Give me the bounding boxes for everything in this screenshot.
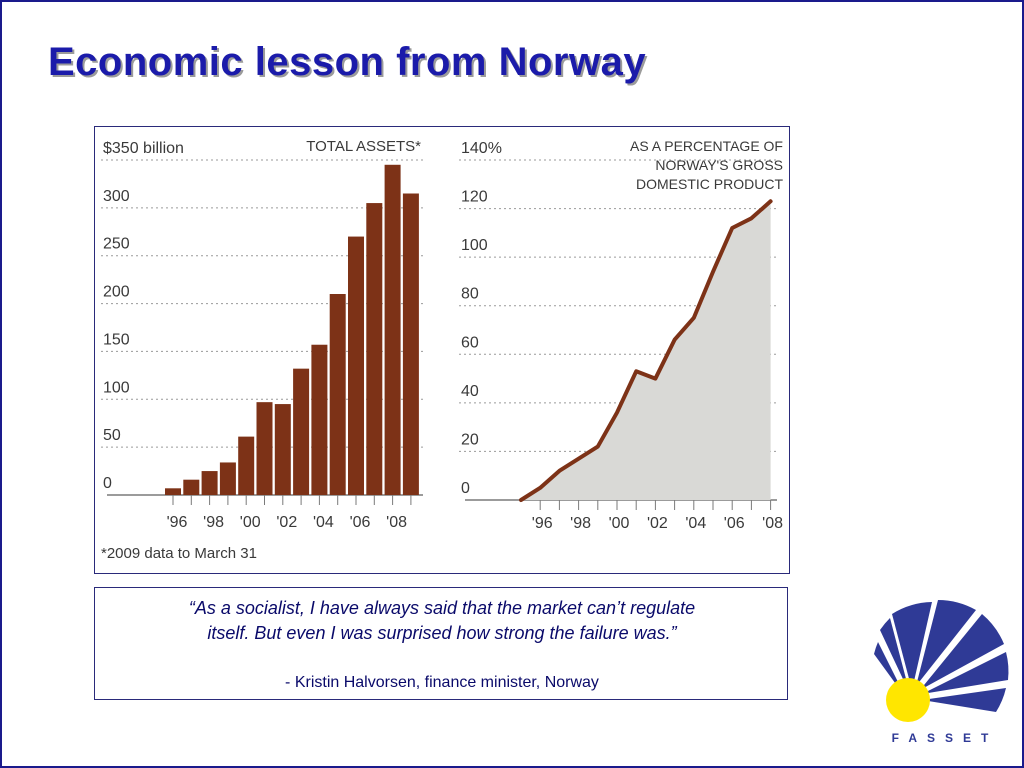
quote-box: “As a socialist, I have always said that…	[94, 587, 788, 700]
gdp-point-1998	[577, 457, 581, 461]
asset-bar-2002	[274, 404, 291, 495]
assets-chart-title: TOTAL ASSETS*	[306, 138, 421, 155]
logo-sun-icon	[886, 678, 930, 722]
gdp-point-1996	[538, 486, 542, 490]
gdp-point-2006	[730, 226, 734, 230]
assets-x-tick-label: '98	[203, 514, 224, 531]
gdp-point-2001	[634, 369, 638, 373]
asset-bar-2008	[384, 164, 401, 495]
gdp-x-tick-label: '06	[724, 515, 745, 532]
assets-x-tick-label: '06	[350, 514, 371, 531]
gdp-x-tick-label: '08	[762, 515, 783, 532]
gdp-point-2005	[711, 270, 715, 274]
gdp-y-tick-label: 60	[461, 334, 479, 351]
gdp-chart-title-line1: AS A PERCENTAGE OF	[630, 138, 783, 154]
gdp-chart-title-line3: DOMESTIC PRODUCT	[636, 176, 783, 192]
asset-bar-2006	[348, 236, 364, 496]
gdp-x-tick-label: '96	[532, 515, 553, 532]
assets-x-tick-label: '00	[240, 514, 261, 531]
gdp-y-tick-label: 80	[461, 286, 479, 303]
assets-x-ticks: '96 '98 '00 '02 '04 '06 '08	[167, 495, 412, 531]
gdp-point-1995	[519, 498, 523, 502]
gdp-series-line	[519, 199, 773, 502]
gdp-points	[519, 199, 773, 502]
gdp-point-2003	[673, 338, 677, 342]
gdp-point-2004	[692, 316, 696, 320]
logo-text: FASSET	[892, 731, 999, 745]
assets-y-tick-label: $350 billion	[103, 140, 184, 157]
asset-bar-2003	[293, 368, 310, 495]
asset-bar-2007	[366, 203, 383, 496]
assets-x-tick-label: '02	[276, 514, 297, 531]
asset-bar-2004	[311, 344, 328, 495]
assets-y-tick-label: 150	[103, 331, 130, 348]
assets-y-tick-label: 50	[103, 427, 121, 444]
asset-bar-2009	[402, 193, 419, 495]
quote-text: “As a socialist, I have always said that…	[95, 596, 789, 646]
gdp-y-ticks: 140% 120 100 80 60 40 20 0	[461, 140, 502, 497]
assets-bar-chart: $350 billion 300 250 200 150 100 50 0 '96 '98 '00…	[101, 138, 423, 562]
assets-y-tick-label: 200	[103, 284, 130, 301]
asset-bar-2000	[238, 436, 255, 495]
assets-y-ticks: $350 billion 300 250 200 150 100 50 0	[103, 140, 184, 492]
gdp-y-tick-label: 20	[461, 431, 479, 448]
asset-bar-1999	[219, 462, 236, 495]
asset-bar-1996	[165, 488, 181, 495]
gdp-x-tick-label: '02	[647, 515, 668, 532]
gdp-y-tick-label: 100	[461, 237, 488, 254]
assets-y-tick-label: 300	[103, 188, 130, 205]
gdp-point-2002	[653, 377, 657, 381]
assets-x-tick-label: '96	[167, 514, 188, 531]
gdp-chart-title-line2: NORWAY'S GROSS	[655, 157, 783, 173]
gdp-x-tick-label: '04	[685, 515, 706, 532]
assets-x-tick-label: '08	[386, 514, 407, 531]
gdp-point-2007	[749, 216, 753, 220]
chart-frame: $350 billion 300 250 200 150 100 50 0 '96'98'00…	[94, 126, 790, 574]
asset-bar-2005	[329, 294, 346, 495]
gdp-point-2000	[615, 411, 619, 415]
assets-bars	[165, 164, 419, 496]
gdp-point-2008	[769, 199, 773, 203]
assets-footnote: *2009 data to March 31	[101, 545, 257, 562]
gdp-x-ticks: '96 '98 '00 '02 '04 '06 '08	[532, 500, 783, 532]
gdp-y-tick-label: 40	[461, 383, 479, 400]
assets-x-tick-label: '04	[313, 514, 334, 531]
gdp-point-1997	[557, 469, 561, 473]
gdp-percent-chart: 140% 120 100 80 60 40 20 0 '96 '98 '00 '02 '04 '06 '0…	[459, 138, 783, 532]
asset-bar-1998	[201, 471, 218, 495]
assets-y-tick-label: 0	[103, 475, 112, 492]
quote-author: - Kristin Halvorsen, finance minister, N…	[285, 674, 599, 691]
gdp-y-tick-label: 0	[461, 480, 470, 497]
quote-line-2: itself. But even I was surprised how str…	[207, 623, 677, 643]
fasset-logo: FASSET	[874, 600, 1009, 745]
assets-y-tick-label: 100	[103, 379, 130, 396]
gdp-x-tick-label: '98	[570, 515, 591, 532]
gdp-y-tick-label: 140%	[461, 140, 502, 157]
assets-y-tick-label: 250	[103, 236, 130, 253]
gdp-area	[521, 201, 771, 500]
asset-bar-1997	[183, 479, 200, 495]
quote-line-1: “As a socialist, I have always said that…	[188, 598, 696, 618]
slide-title: Economic lesson from Norway	[48, 40, 647, 84]
gdp-x-tick-label: '00	[609, 515, 630, 532]
asset-bar-2001	[256, 402, 273, 495]
gdp-point-1999	[596, 445, 600, 449]
gdp-y-tick-label: 120	[461, 189, 488, 206]
